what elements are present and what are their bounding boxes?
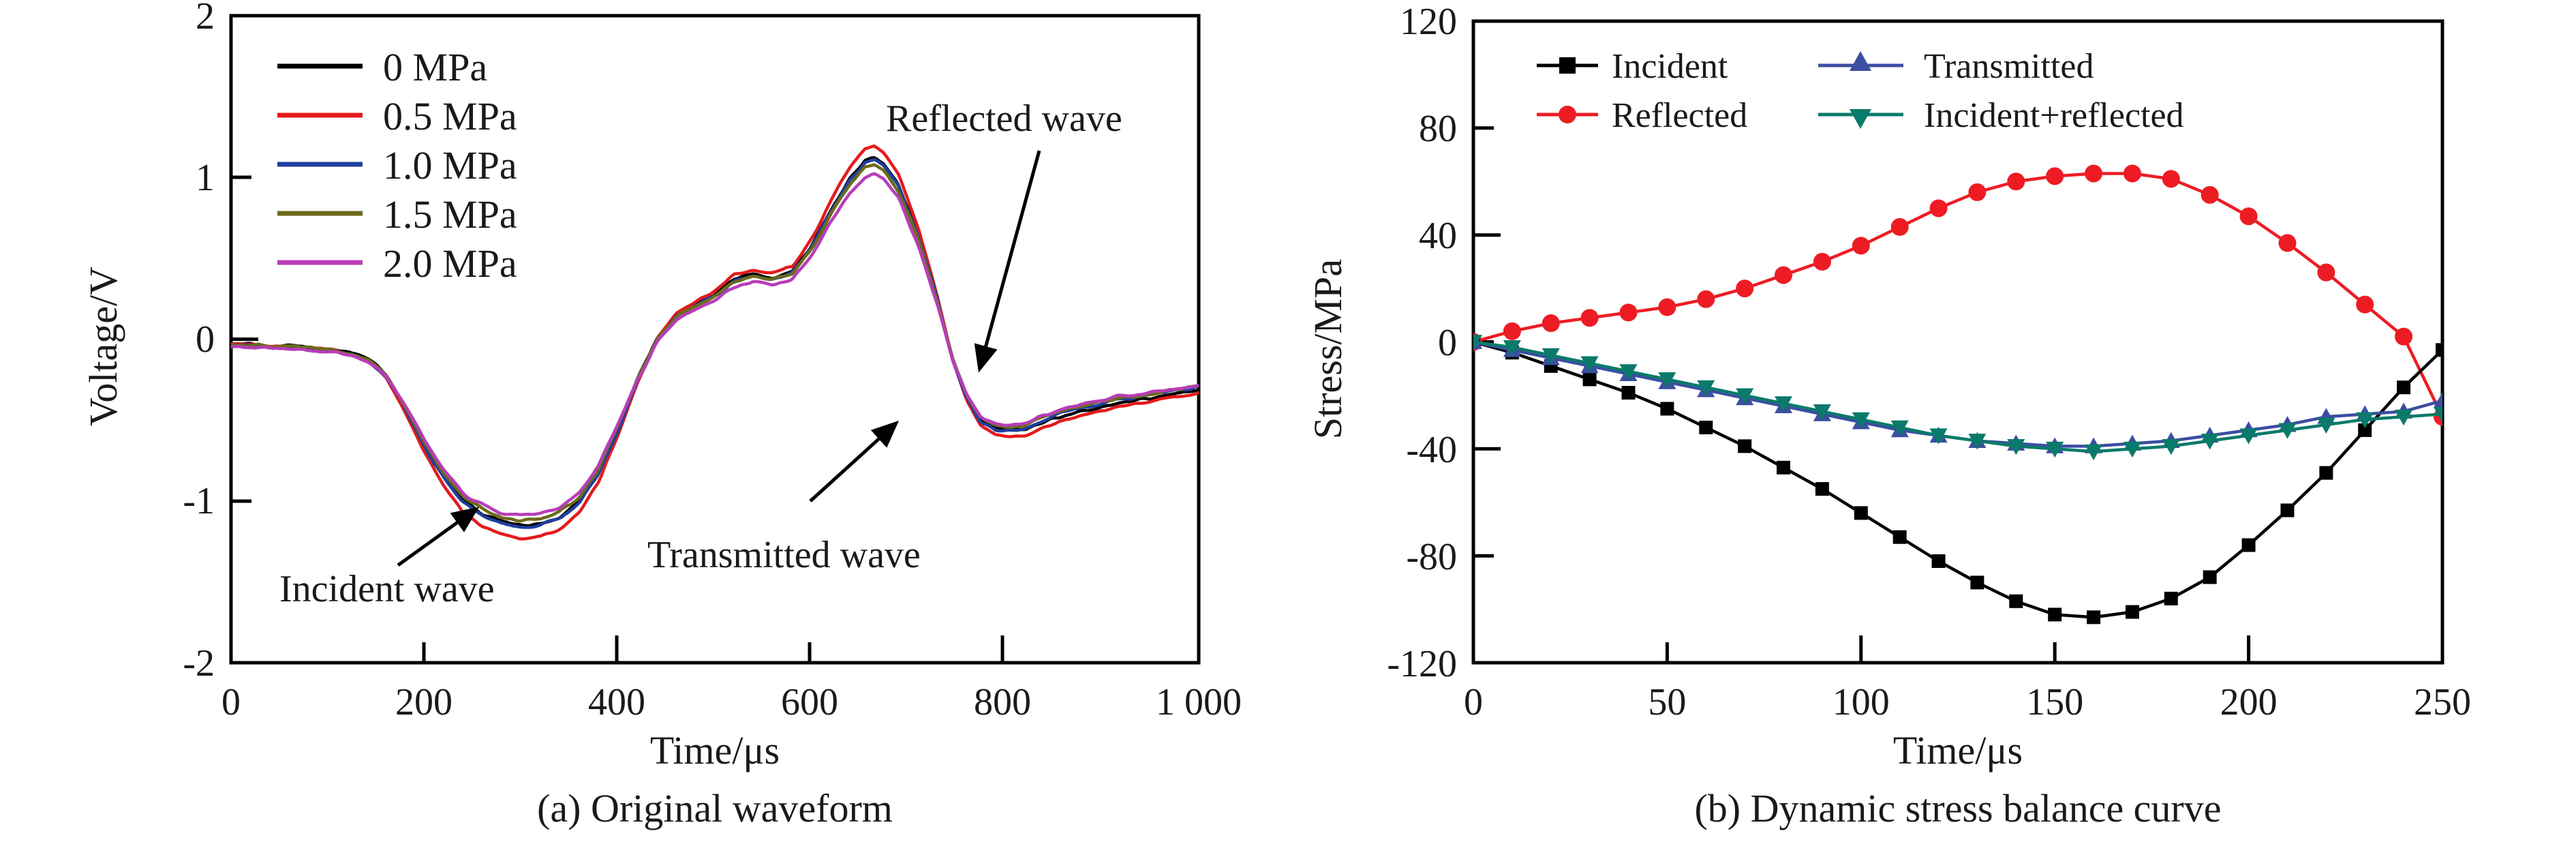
svg-text:-120: -120: [1387, 643, 1457, 685]
svg-text:Time/μs: Time/μs: [1893, 728, 2023, 772]
svg-text:-2: -2: [183, 642, 215, 685]
svg-text:0: 0: [1464, 681, 1483, 723]
svg-text:Incident wave: Incident wave: [279, 568, 495, 610]
svg-text:-40: -40: [1406, 429, 1457, 471]
svg-text:1.5 MPa: 1.5 MPa: [383, 192, 517, 237]
svg-text:-80: -80: [1406, 536, 1457, 578]
svg-text:100: 100: [1833, 681, 1890, 723]
svg-text:200: 200: [395, 681, 453, 723]
svg-text:50: 50: [1648, 681, 1686, 723]
svg-text:0: 0: [196, 318, 215, 361]
svg-text:Reflected: Reflected: [1612, 96, 1747, 135]
svg-text:Incident: Incident: [1612, 47, 1728, 86]
svg-text:Transmitted: Transmitted: [1924, 47, 2094, 86]
svg-text:250: 250: [2414, 681, 2471, 723]
svg-text:400: 400: [588, 681, 645, 723]
svg-text:Incident+reflected: Incident+reflected: [1924, 96, 2184, 135]
svg-text:2.0 MPa: 2.0 MPa: [383, 241, 517, 286]
svg-text:150: 150: [2026, 681, 2083, 723]
svg-text:Stress/MPa: Stress/MPa: [1306, 259, 1350, 439]
svg-text:Transmitted wave: Transmitted wave: [647, 534, 921, 576]
svg-text:1 000: 1 000: [1156, 681, 1242, 723]
svg-text:(a) Original waveform: (a) Original waveform: [537, 786, 893, 830]
svg-text:80: 80: [1419, 108, 1457, 150]
svg-text:Voltage/V: Voltage/V: [81, 267, 125, 426]
svg-text:40: 40: [1419, 215, 1457, 257]
svg-text:0: 0: [221, 681, 241, 723]
svg-text:0: 0: [1438, 322, 1457, 364]
svg-text:Time/μs: Time/μs: [650, 728, 780, 772]
svg-text:-1: -1: [183, 480, 215, 522]
svg-text:200: 200: [2220, 681, 2278, 723]
svg-text:2: 2: [196, 0, 215, 38]
svg-text:800: 800: [974, 681, 1031, 723]
svg-text:1: 1: [196, 157, 215, 199]
svg-text:0.5 MPa: 0.5 MPa: [383, 94, 517, 138]
svg-text:1.0 MPa: 1.0 MPa: [383, 143, 517, 188]
svg-text:0 MPa: 0 MPa: [383, 45, 487, 89]
svg-text:120: 120: [1400, 1, 1457, 43]
svg-text:Reflected wave: Reflected wave: [886, 97, 1122, 140]
svg-text:600: 600: [781, 681, 838, 723]
svg-text:(b) Dynamic stress balance cur: (b) Dynamic stress balance curve: [1694, 786, 2221, 830]
